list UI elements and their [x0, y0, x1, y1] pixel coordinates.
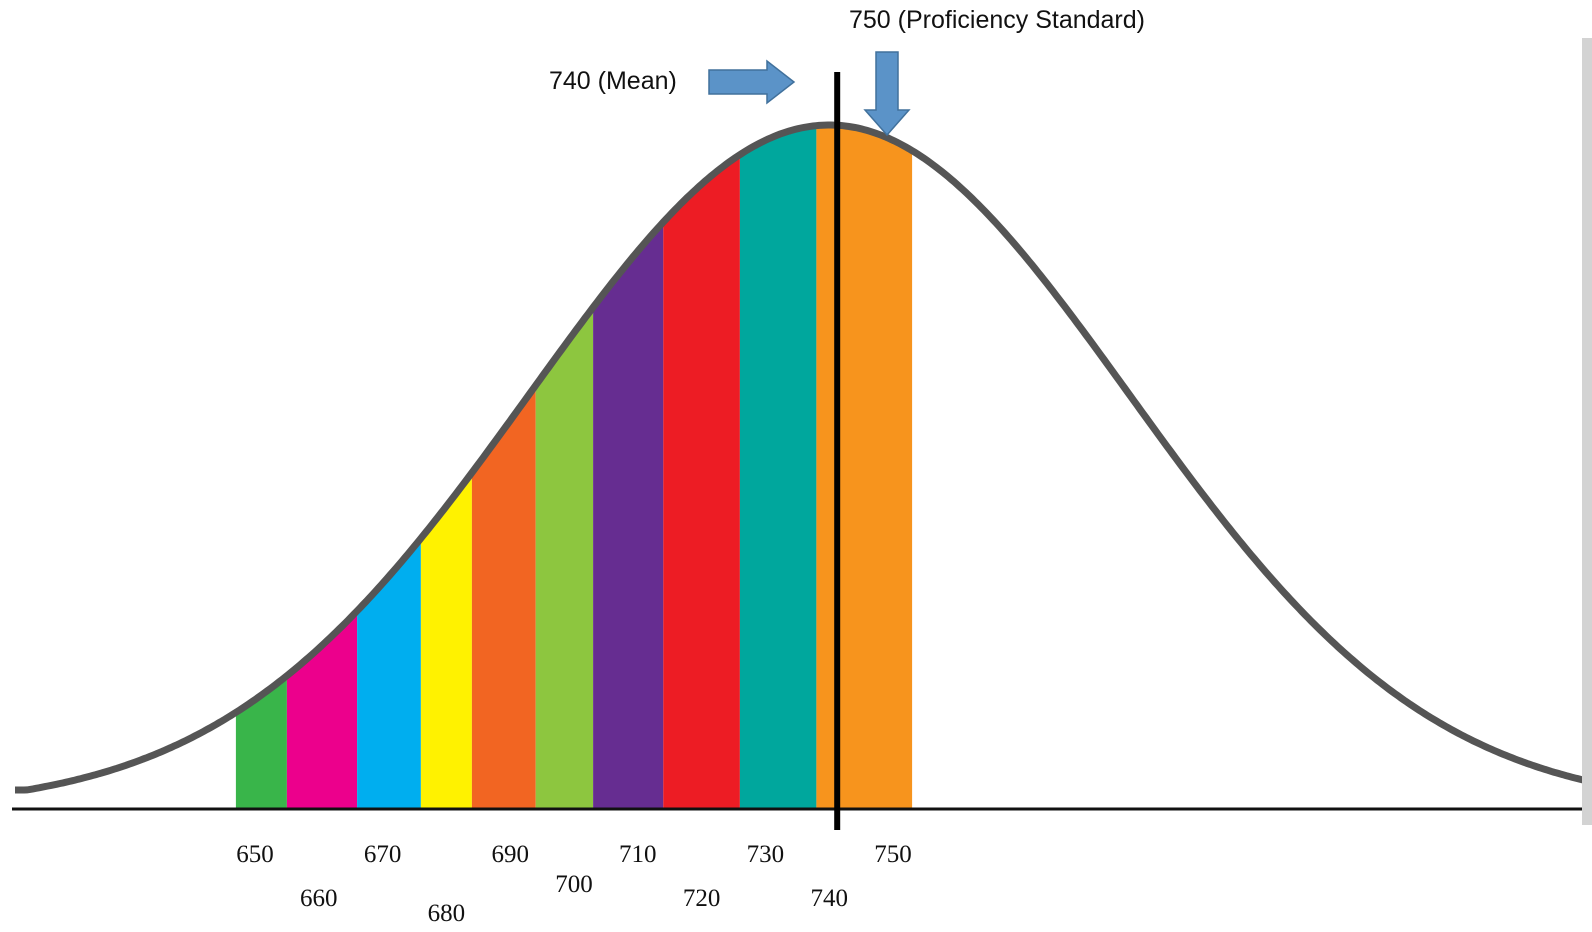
tick-label-690: 690: [491, 841, 529, 868]
x-tick-labels: 650 660 670 680 690 700 710 720 730 740 750: [236, 841, 912, 927]
score-band-6: [593, 222, 664, 809]
tick-label-660: 660: [300, 885, 338, 912]
tick-label-720: 720: [683, 885, 721, 912]
standard-annotation-label: 750 (Proficiency Standard): [849, 6, 1145, 34]
distribution-curve: [15, 121, 1591, 794]
mean-annotation-label: 740 (Mean): [549, 67, 677, 95]
tick-label-700: 700: [555, 871, 593, 898]
score-band-1: [286, 611, 358, 809]
standard-annotation: 750 (Proficiency Standard): [849, 6, 1145, 137]
right-edge-bar: [1582, 38, 1592, 825]
score-band-2: [357, 538, 421, 809]
tick-label-710: 710: [619, 841, 657, 868]
right-arrow-icon: [708, 59, 796, 105]
tick-label-680: 680: [428, 900, 466, 927]
mean-annotation: 740 (Mean): [549, 59, 796, 105]
score-band-8: [739, 125, 817, 810]
score-band-4: [471, 385, 536, 809]
tick-label-740: 740: [810, 885, 848, 912]
score-band-9: [816, 125, 913, 809]
tick-label-670: 670: [364, 841, 402, 868]
tick-label-730: 730: [747, 841, 785, 868]
score-band-0: [235, 675, 287, 809]
score-band-5: [535, 307, 594, 809]
score-band-7: [663, 154, 740, 809]
down-arrow-icon: [863, 51, 911, 137]
tick-label-650: 650: [236, 841, 274, 868]
score-bands: [235, 125, 913, 810]
score-band-3: [420, 472, 472, 809]
tick-label-750: 750: [874, 841, 912, 868]
